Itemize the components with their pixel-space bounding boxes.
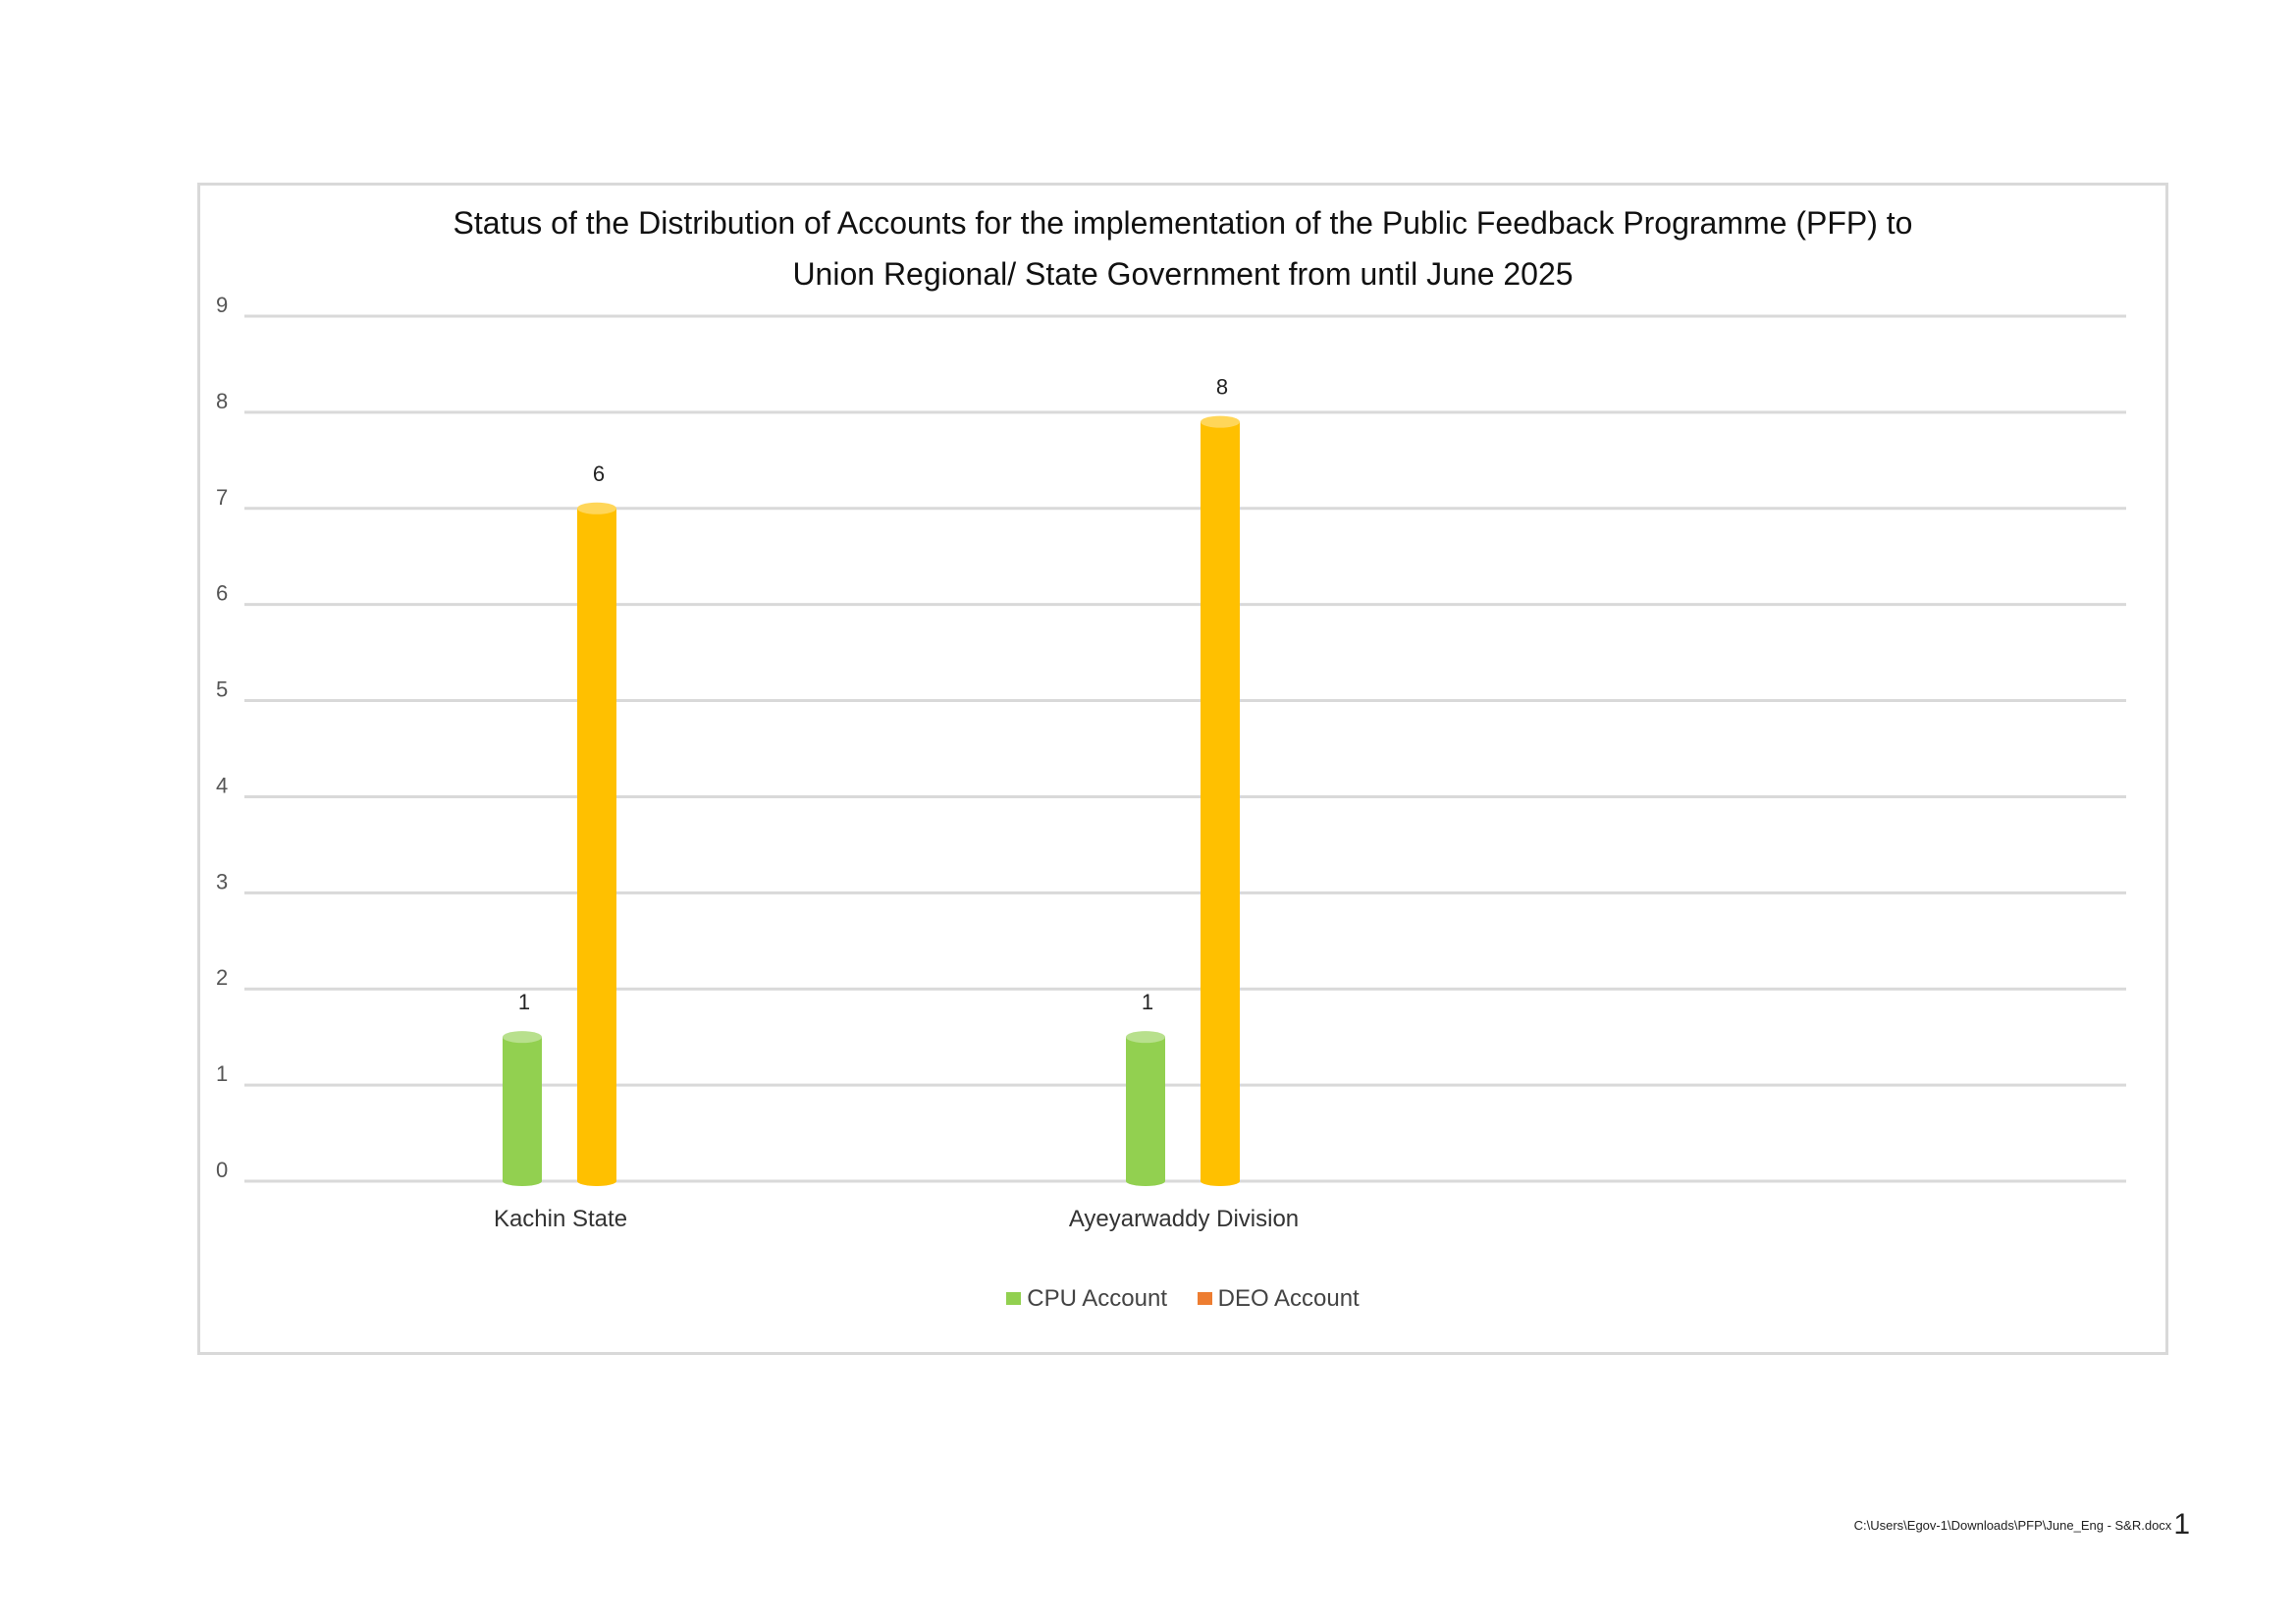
bar-top-cpu-account-kachin-state [503, 1031, 542, 1044]
footer-file-path: C:\Users\Egov-1\Downloads\PFP\June_Eng -… [1854, 1508, 2190, 1542]
y-tick-label-0: 0 [216, 1158, 228, 1182]
bar-deo-account-ayeyarwaddy-division [1201, 421, 1240, 1181]
page-number: 1 [2173, 1508, 2190, 1541]
bar-base-deo-account-ayeyarwaddy-division [1201, 1176, 1240, 1186]
bar-top-cpu-account-ayeyarwaddy-division [1126, 1031, 1165, 1044]
chart-legend: CPU Account DEO Account [200, 1284, 2165, 1313]
bar-top-deo-account-ayeyarwaddy-division [1201, 415, 1240, 428]
legend-swatch-deo [1197, 1292, 1212, 1305]
y-tick-label-6: 6 [216, 581, 228, 606]
bar-cpu-account-ayeyarwaddy-division [1126, 1037, 1165, 1181]
legend-label-deo: DEO Account [1217, 1284, 1360, 1312]
category-label-0: Kachin State [494, 1206, 627, 1232]
chart-plot: 0 1 2 3 4 5 6 7 8 9 1 6 Kachin State 1 8 Ayeyarwaddy Di… [216, 293, 2126, 1232]
footer-path-text: C:\Users\Egov-1\Downloads\PFP\June_Eng -… [1853, 1518, 2172, 1533]
chart-title: Status of the Distribution of Accounts f… [200, 197, 2165, 299]
legend-item-cpu: CPU Account [1006, 1285, 1167, 1313]
bar-top-deo-account-kachin-state [577, 502, 616, 514]
category-label-1: Ayeyarwaddy Division [1069, 1206, 1299, 1232]
y-tick-label-5: 5 [216, 677, 228, 702]
bar-base-cpu-account-kachin-state [503, 1176, 542, 1186]
data-label-deo-account-kachin-state: 6 [593, 461, 605, 486]
y-tick-label-1: 1 [216, 1061, 228, 1086]
y-tick-label-2: 2 [216, 965, 228, 990]
y-tick-label-7: 7 [216, 485, 228, 510]
legend-item-deo: DEO Account [1197, 1284, 1360, 1313]
y-tick-label-4: 4 [216, 773, 228, 797]
y-tick-label-8: 8 [216, 389, 228, 413]
bar-deo-account-kachin-state [577, 508, 616, 1181]
y-tick-label-3: 3 [216, 869, 228, 893]
data-label-cpu-account-ayeyarwaddy-division: 1 [1142, 990, 1153, 1014]
bar-base-cpu-account-ayeyarwaddy-division [1126, 1176, 1165, 1186]
legend-swatch-cpu [1006, 1292, 1022, 1305]
bar-cpu-account-kachin-state [503, 1037, 542, 1181]
y-tick-label-9: 9 [216, 293, 228, 317]
chart-title-line-1: Status of the Distribution of Accounts f… [453, 205, 1913, 241]
legend-label-cpu: CPU Account [1027, 1284, 1167, 1312]
bar-base-deo-account-kachin-state [577, 1176, 616, 1186]
data-label-cpu-account-kachin-state: 1 [518, 990, 530, 1014]
chart-title-line-2: Union Regional/ State Government from un… [792, 256, 1574, 292]
data-label-deo-account-ayeyarwaddy-division: 8 [1216, 375, 1228, 400]
chart-frame: Status of the Distribution of Accounts f… [197, 183, 2168, 1355]
